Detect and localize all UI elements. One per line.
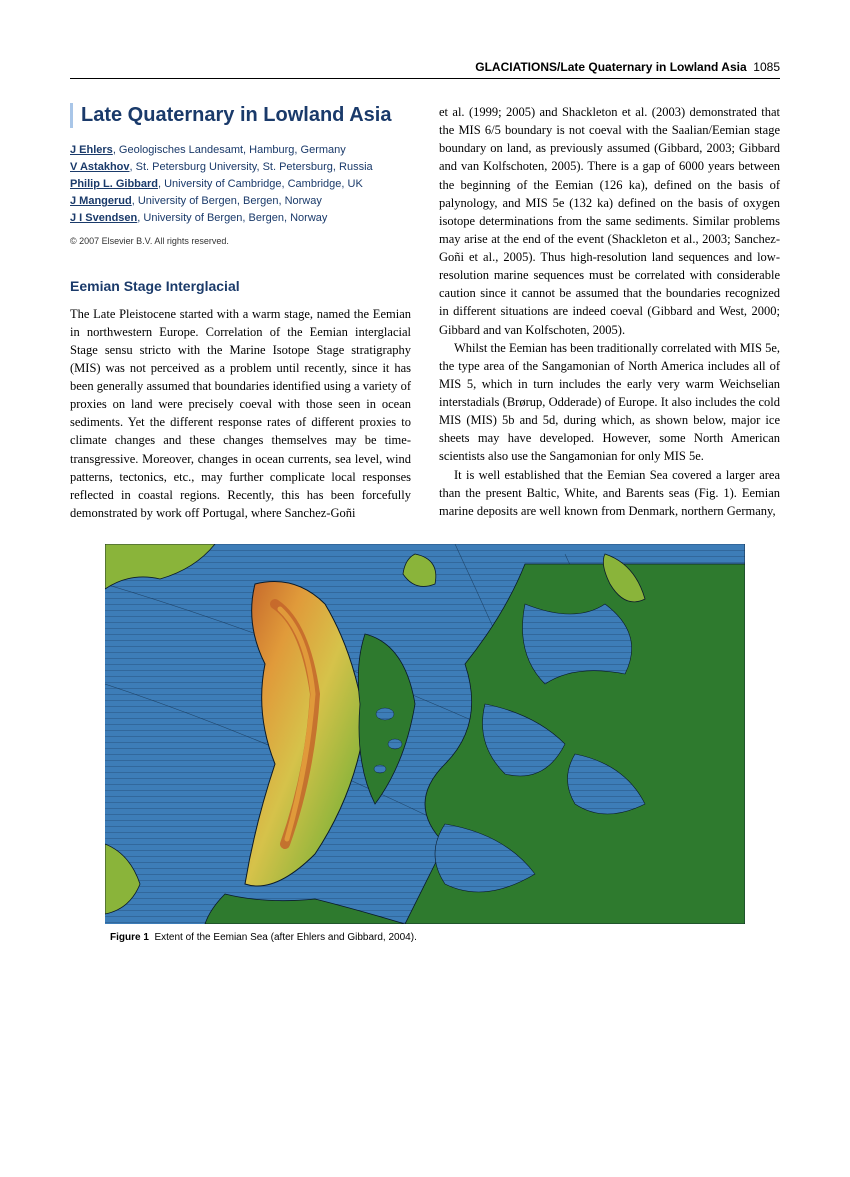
article-title: Late Quaternary in Lowland Asia xyxy=(70,103,411,128)
section-heading: Eemian Stage Interglacial xyxy=(70,276,411,296)
body-paragraph: The Late Pleistocene started with a warm… xyxy=(70,305,411,523)
content-columns: Late Quaternary in Lowland Asia J Ehlers… xyxy=(70,103,780,522)
figure-caption-text: Extent of the Eemian Sea (after Ehlers a… xyxy=(154,932,416,943)
left-column: Late Quaternary in Lowland Asia J Ehlers… xyxy=(70,103,411,522)
author-line: J Ehlers, Geologisches Landesamt, Hambur… xyxy=(70,142,411,159)
body-paragraph: It is well established that the Eemian S… xyxy=(439,466,780,520)
figure-caption: Figure 1 Extent of the Eemian Sea (after… xyxy=(70,932,780,943)
running-head: GLACIATIONS/Late Quaternary in Lowland A… xyxy=(70,60,780,79)
body-paragraph: Whilst the Eemian has been traditionally… xyxy=(439,339,780,466)
author-block: J Ehlers, Geologisches Landesamt, Hambur… xyxy=(70,142,411,227)
body-paragraph: et al. (1999; 2005) and Shackleton et al… xyxy=(439,103,780,339)
map-eemian-sea xyxy=(105,544,745,924)
running-head-section: GLACIATIONS/Late Quaternary in Lowland A… xyxy=(475,60,746,74)
page-number: 1085 xyxy=(753,60,780,74)
author-line: Philip L. Gibbard, University of Cambrid… xyxy=(70,176,411,193)
right-column: et al. (1999; 2005) and Shackleton et al… xyxy=(439,103,780,522)
author-line: J Mangerud, University of Bergen, Bergen… xyxy=(70,193,411,210)
author-line: V Astakhov, St. Petersburg University, S… xyxy=(70,159,411,176)
copyright: © 2007 Elsevier B.V. All rights reserved… xyxy=(70,235,411,248)
page: GLACIATIONS/Late Quaternary in Lowland A… xyxy=(0,0,850,1177)
figure-1: Figure 1 Extent of the Eemian Sea (after… xyxy=(70,544,780,943)
author-line: J I Svendsen, University of Bergen, Berg… xyxy=(70,210,411,227)
figure-label: Figure 1 xyxy=(110,932,149,943)
